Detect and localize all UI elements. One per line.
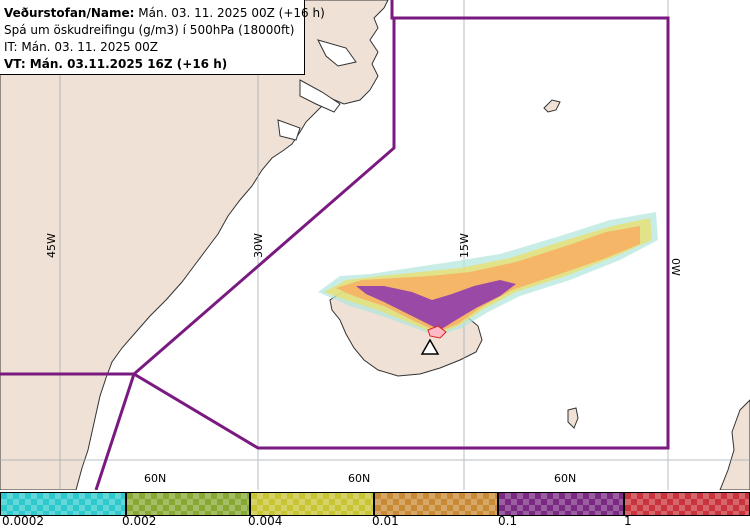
norway-coast (719, 399, 750, 490)
longitude-labels: 45W 30W 15W 0W (45, 233, 682, 276)
legend-swatch-1 (0, 492, 126, 516)
legend-swatch-2 (126, 492, 250, 516)
info-line-2: Spá um öskudreifingu (g/m3) í 500hPa (18… (4, 23, 295, 37)
volcano-marker-icon (420, 338, 440, 355)
lat-label-3: 60N (554, 472, 576, 485)
legend-tick-1: 0.0002 (2, 514, 44, 528)
faroe-islands (567, 407, 579, 429)
agency-label: Veðurstofan/Name: (4, 6, 135, 20)
info-line-4: VT: Mán. 03.11.2025 16Z (+16 h) (4, 57, 228, 71)
ash-dispersion-map: 45W 30W 15W 0W 60N 60N 60N (0, 0, 750, 490)
legend-tick-2: 0.002 (122, 514, 157, 528)
ash-plume (318, 212, 658, 339)
jan-mayen-island (543, 99, 561, 113)
run-time-text: Mán. 03. 11. 2025 00Z (+16 h) (134, 6, 325, 20)
reykjavik-fir-boundary (0, 0, 670, 490)
legend-swatch-6 (624, 492, 750, 516)
greenland-landmass (0, 0, 389, 490)
legend-tick-4: 0.01 (372, 514, 399, 528)
lon-label-45w: 45W (45, 233, 58, 258)
info-line-1: Veðurstofan/Name: Mán. 03. 11. 2025 00Z … (4, 5, 325, 22)
legend-tick-5: 0.1 (498, 514, 518, 528)
lon-label-0w: 0W (669, 258, 682, 276)
info-line-3: IT: Mán. 03. 11. 2025 00Z (4, 40, 158, 54)
legend-tick-3: 0.004 (248, 514, 283, 528)
forecast-info-box: Veðurstofan/Name: Mán. 03. 11. 2025 00Z … (0, 0, 325, 75)
lat-label-2: 60N (348, 472, 370, 485)
lon-label-15w: 15W (458, 233, 471, 258)
legend-swatch-5 (498, 492, 624, 516)
legend-swatch-4 (374, 492, 498, 516)
legend-swatch-3 (250, 492, 374, 516)
legend-tick-6: 1 (624, 514, 632, 528)
lon-label-30w: 30W (252, 233, 265, 258)
latitude-labels: 60N 60N 60N (144, 472, 576, 485)
lat-label-1: 60N (144, 472, 166, 485)
concentration-legend: 0.0002 0.002 0.004 0.01 0.1 1 (0, 490, 750, 532)
